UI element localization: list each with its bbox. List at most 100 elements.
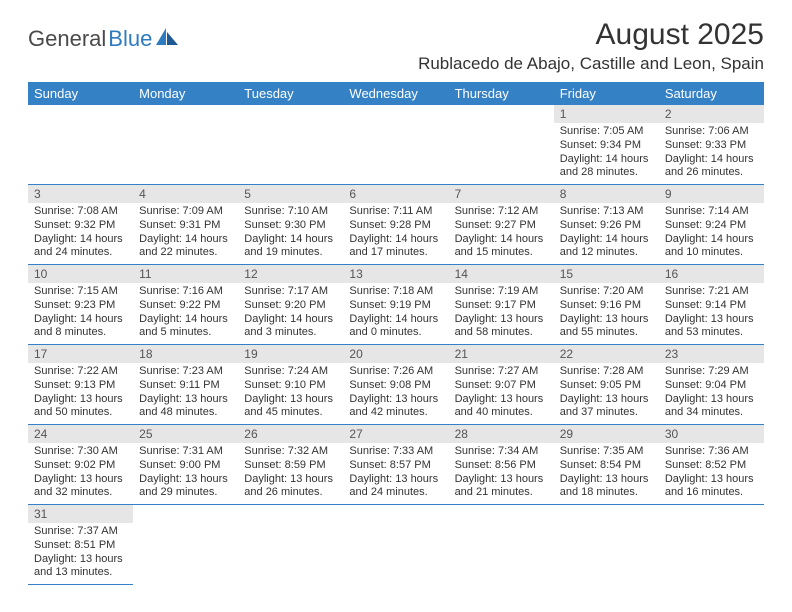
calendar-cell: 15Sunrise: 7:20 AMSunset: 9:16 PMDayligh… [554, 265, 659, 345]
daylight-text: and 18 minutes. [560, 486, 653, 500]
daylight-text: and 32 minutes. [34, 486, 127, 500]
daylight-text: Daylight: 13 hours [34, 393, 127, 407]
calendar-cell: 21Sunrise: 7:27 AMSunset: 9:07 PMDayligh… [449, 345, 554, 425]
sunrise-text: Sunrise: 7:05 AM [560, 125, 653, 139]
day-number: 20 [343, 345, 448, 363]
daylight-text: and 15 minutes. [455, 246, 548, 260]
calendar-table: SundayMondayTuesdayWednesdayThursdayFrid… [28, 82, 764, 585]
day-body: Sunrise: 7:24 AMSunset: 9:10 PMDaylight:… [238, 363, 343, 424]
day-number: 25 [133, 425, 238, 443]
calendar-cell: 1Sunrise: 7:05 AMSunset: 9:34 PMDaylight… [554, 105, 659, 185]
sunrise-text: Sunrise: 7:21 AM [665, 285, 758, 299]
daylight-text: Daylight: 14 hours [665, 233, 758, 247]
daylight-text: and 37 minutes. [560, 406, 653, 420]
sunset-text: Sunset: 9:24 PM [665, 219, 758, 233]
calendar-cell: 5Sunrise: 7:10 AMSunset: 9:30 PMDaylight… [238, 185, 343, 265]
day-body: Sunrise: 7:37 AMSunset: 8:51 PMDaylight:… [28, 523, 133, 584]
day-body: Sunrise: 7:15 AMSunset: 9:23 PMDaylight:… [28, 283, 133, 344]
daylight-text: and 21 minutes. [455, 486, 548, 500]
sunrise-text: Sunrise: 7:32 AM [244, 445, 337, 459]
calendar-cell: 18Sunrise: 7:23 AMSunset: 9:11 PMDayligh… [133, 345, 238, 425]
daylight-text: and 50 minutes. [34, 406, 127, 420]
sunset-text: Sunset: 8:56 PM [455, 459, 548, 473]
day-number: 3 [28, 185, 133, 203]
day-number: 23 [659, 345, 764, 363]
calendar-row: 1Sunrise: 7:05 AMSunset: 9:34 PMDaylight… [28, 105, 764, 185]
day-body: Sunrise: 7:23 AMSunset: 9:11 PMDaylight:… [133, 363, 238, 424]
location: Rublacedo de Abajo, Castille and Leon, S… [418, 54, 764, 74]
calendar-cell: 16Sunrise: 7:21 AMSunset: 9:14 PMDayligh… [659, 265, 764, 345]
daylight-text: and 55 minutes. [560, 326, 653, 340]
calendar-cell: 19Sunrise: 7:24 AMSunset: 9:10 PMDayligh… [238, 345, 343, 425]
sunrise-text: Sunrise: 7:26 AM [349, 365, 442, 379]
daylight-text: Daylight: 13 hours [665, 473, 758, 487]
day-number: 4 [133, 185, 238, 203]
day-number: 16 [659, 265, 764, 283]
calendar-cell: 3Sunrise: 7:08 AMSunset: 9:32 PMDaylight… [28, 185, 133, 265]
daylight-text: Daylight: 14 hours [34, 313, 127, 327]
calendar-row: 3Sunrise: 7:08 AMSunset: 9:32 PMDaylight… [28, 185, 764, 265]
day-body: Sunrise: 7:36 AMSunset: 8:52 PMDaylight:… [659, 443, 764, 504]
daylight-text: Daylight: 13 hours [34, 553, 127, 567]
daylight-text: and 16 minutes. [665, 486, 758, 500]
sunset-text: Sunset: 9:10 PM [244, 379, 337, 393]
sunrise-text: Sunrise: 7:27 AM [455, 365, 548, 379]
sunset-text: Sunset: 8:51 PM [34, 539, 127, 553]
daylight-text: Daylight: 13 hours [560, 313, 653, 327]
day-body: Sunrise: 7:05 AMSunset: 9:34 PMDaylight:… [554, 123, 659, 184]
sunrise-text: Sunrise: 7:28 AM [560, 365, 653, 379]
calendar-cell: 28Sunrise: 7:34 AMSunset: 8:56 PMDayligh… [449, 425, 554, 505]
calendar-row: 17Sunrise: 7:22 AMSunset: 9:13 PMDayligh… [28, 345, 764, 425]
day-body: Sunrise: 7:35 AMSunset: 8:54 PMDaylight:… [554, 443, 659, 504]
logo: General Blue [28, 18, 180, 52]
title-block: August 2025 Rublacedo de Abajo, Castille… [418, 18, 764, 74]
sunset-text: Sunset: 9:23 PM [34, 299, 127, 313]
calendar-cell-empty [343, 505, 448, 585]
sunrise-text: Sunrise: 7:18 AM [349, 285, 442, 299]
calendar-cell: 17Sunrise: 7:22 AMSunset: 9:13 PMDayligh… [28, 345, 133, 425]
day-number: 12 [238, 265, 343, 283]
sunrise-text: Sunrise: 7:34 AM [455, 445, 548, 459]
day-number: 21 [449, 345, 554, 363]
sunset-text: Sunset: 8:59 PM [244, 459, 337, 473]
daylight-text: and 42 minutes. [349, 406, 442, 420]
sunrise-text: Sunrise: 7:09 AM [139, 205, 232, 219]
day-body: Sunrise: 7:32 AMSunset: 8:59 PMDaylight:… [238, 443, 343, 504]
sunrise-text: Sunrise: 7:19 AM [455, 285, 548, 299]
day-number: 19 [238, 345, 343, 363]
daylight-text: Daylight: 14 hours [244, 313, 337, 327]
weekday-header: Thursday [449, 82, 554, 105]
daylight-text: and 26 minutes. [244, 486, 337, 500]
calendar-cell-empty [238, 505, 343, 585]
weekday-row: SundayMondayTuesdayWednesdayThursdayFrid… [28, 82, 764, 105]
daylight-text: and 40 minutes. [455, 406, 548, 420]
daylight-text: Daylight: 13 hours [244, 393, 337, 407]
calendar-cell: 30Sunrise: 7:36 AMSunset: 8:52 PMDayligh… [659, 425, 764, 505]
sunset-text: Sunset: 9:00 PM [139, 459, 232, 473]
daylight-text: Daylight: 14 hours [665, 153, 758, 167]
calendar-cell: 4Sunrise: 7:09 AMSunset: 9:31 PMDaylight… [133, 185, 238, 265]
day-number: 28 [449, 425, 554, 443]
calendar-cell-empty [449, 505, 554, 585]
day-number: 27 [343, 425, 448, 443]
sunrise-text: Sunrise: 7:17 AM [244, 285, 337, 299]
day-number: 13 [343, 265, 448, 283]
daylight-text: Daylight: 13 hours [560, 393, 653, 407]
weekday-header: Sunday [28, 82, 133, 105]
calendar-cell-empty [449, 105, 554, 185]
sunset-text: Sunset: 9:20 PM [244, 299, 337, 313]
sunrise-text: Sunrise: 7:24 AM [244, 365, 337, 379]
daylight-text: Daylight: 14 hours [139, 233, 232, 247]
daylight-text: and 34 minutes. [665, 406, 758, 420]
day-number: 22 [554, 345, 659, 363]
daylight-text: Daylight: 14 hours [34, 233, 127, 247]
daylight-text: and 28 minutes. [560, 166, 653, 180]
daylight-text: and 5 minutes. [139, 326, 232, 340]
weekday-header: Tuesday [238, 82, 343, 105]
calendar-cell: 29Sunrise: 7:35 AMSunset: 8:54 PMDayligh… [554, 425, 659, 505]
calendar-cell: 31Sunrise: 7:37 AMSunset: 8:51 PMDayligh… [28, 505, 133, 585]
calendar-cell: 25Sunrise: 7:31 AMSunset: 9:00 PMDayligh… [133, 425, 238, 505]
sunrise-text: Sunrise: 7:33 AM [349, 445, 442, 459]
sunset-text: Sunset: 8:54 PM [560, 459, 653, 473]
sunset-text: Sunset: 9:33 PM [665, 139, 758, 153]
